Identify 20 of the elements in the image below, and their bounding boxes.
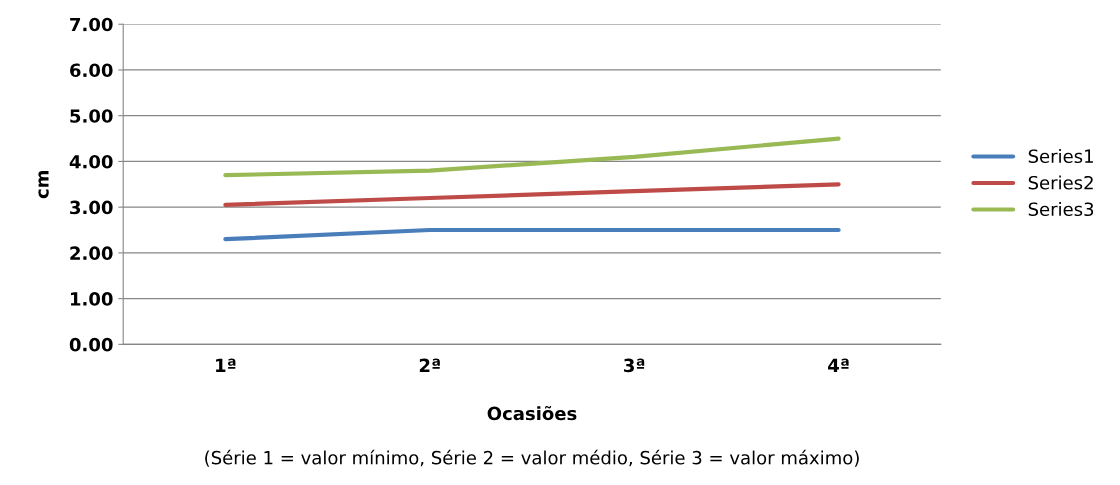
x-tick-label: 1ª [216,358,236,372]
y-tick-label: 7.00 [70,17,113,32]
x-tick-label: 2ª [419,358,440,372]
legend-label: Series1 [1028,149,1093,164]
legend-label: Series3 [1028,202,1094,217]
line-series [223,136,841,178]
y-axis-title: cm [38,170,49,199]
legend-label: Series2 [1028,175,1093,190]
line-series [223,182,841,207]
x-axis-title: Ocasiões [487,405,577,421]
y-tick-label: 4.00 [69,154,113,169]
y-tick-label: 5.00 [70,109,113,123]
y-tick-label: 1.00 [70,292,113,306]
x-tick-label: 3ª [624,358,645,373]
text: (Série 1 = valor mínimo, Série 2 = valor médio, Série 3 = valor máximo) [205,449,859,467]
y-tick-label: 6.00 [70,63,113,78]
y-tick-label: 3.00 [70,200,113,215]
y-tick-label: 2.00 [70,246,113,261]
x-tick-label: 4ª [828,358,849,372]
y-tick-label: 0.00 [69,337,113,352]
